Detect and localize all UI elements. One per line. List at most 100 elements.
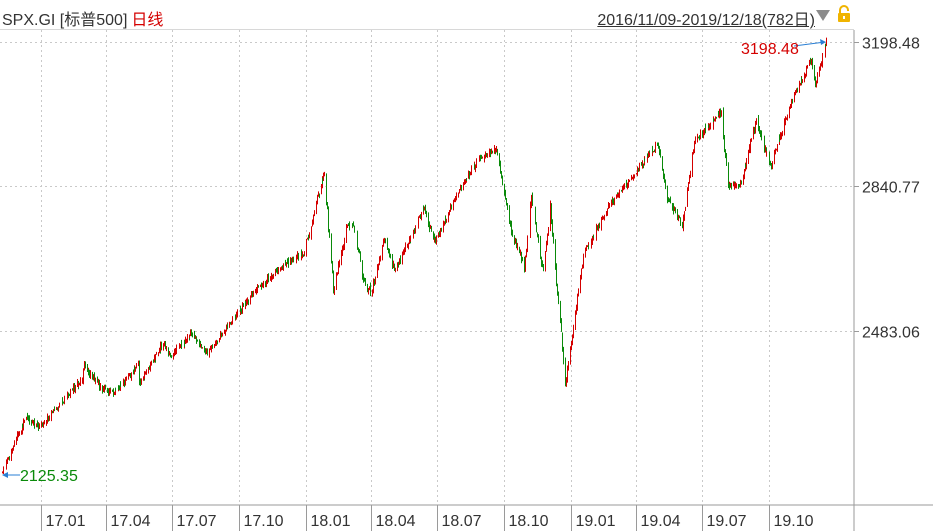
candle-body [566,379,567,386]
candle [570,346,571,365]
date-range-label[interactable]: 2016/11/09-2019/12/18(782日) [597,12,815,29]
x-tick-label: 17.10 [244,513,284,530]
candle-body [144,371,145,377]
candle-body [537,232,538,236]
candle-body [194,334,195,338]
candle [268,273,269,283]
candle [697,133,698,143]
candle-body [242,305,243,312]
lock-icon[interactable] [836,5,852,23]
candle-body [168,348,169,354]
candle-body [357,243,358,248]
candle [619,189,620,199]
candle [764,143,765,153]
candle [200,343,201,348]
candle-body [499,154,500,164]
x-tick-label: 19.07 [707,513,747,530]
candle-body [632,178,633,180]
candle [806,65,807,77]
candle-body [75,386,76,390]
candle-body [21,431,22,434]
candle-body [487,155,488,157]
candle [112,389,113,392]
candle [414,228,415,235]
period-label[interactable]: 日线 [131,12,164,29]
candle-body [306,239,307,243]
candle-body [7,460,8,462]
candle [17,431,18,438]
candle-body [678,217,679,220]
candle-body [17,437,18,441]
candle-body [95,378,96,382]
candle-body [79,383,80,385]
candle-body [134,367,135,370]
candle-body [329,230,330,237]
candle-body [585,250,586,257]
candle-body [166,347,167,349]
candle-body [748,153,749,162]
candle [207,348,208,356]
candle-body [316,202,317,212]
candle-body [322,179,323,181]
candle [95,377,96,385]
candle-body [504,184,505,193]
candle [275,268,276,277]
candle-body [425,208,426,214]
candle [809,59,810,67]
x-tick-label: 18.04 [376,513,416,530]
candle-body [107,388,108,390]
candle [670,196,671,204]
candle [393,260,394,269]
candle-body [2,471,3,473]
candle-body [77,382,78,387]
candle [504,183,505,196]
candle-body [197,339,198,342]
candle [226,324,227,332]
candle [777,144,778,152]
candle [561,318,562,332]
candle-body [754,129,755,131]
candle [165,341,166,350]
candle-body [380,257,381,259]
candle [760,130,761,138]
candle [647,153,648,158]
candle-body [611,201,612,206]
candle [312,219,313,226]
candle-body [270,278,271,280]
candle-body [246,300,247,303]
candle [367,285,368,293]
candle-body [781,134,782,137]
candle-body [438,234,439,238]
candle-body [822,60,823,65]
candle-body [485,153,486,157]
candle-body [206,351,207,353]
candle-body [80,379,81,385]
candle-body [161,345,162,349]
candle-body [363,276,364,280]
candle [388,248,389,254]
candle-body [759,129,760,132]
candle-body [136,366,137,368]
symbol-title[interactable]: SPX.GI [标普500] 日线 [2,6,163,30]
candle [138,360,139,367]
candle [173,352,174,360]
candle-body [792,99,793,101]
candle-body [215,343,216,345]
candle [819,66,820,77]
candle [140,378,141,387]
candle [787,114,788,121]
candle [379,256,380,266]
triangle-down-icon[interactable] [816,10,830,21]
candle-body [373,281,374,290]
candle [272,275,273,280]
candle [792,98,793,104]
candle [632,176,633,180]
candle [655,141,656,154]
candle-body [604,215,605,219]
candle [79,382,80,386]
candle [155,353,156,361]
candle-body [491,150,492,155]
candle [365,278,366,286]
candle-body [196,338,197,341]
candle-body [278,270,279,272]
